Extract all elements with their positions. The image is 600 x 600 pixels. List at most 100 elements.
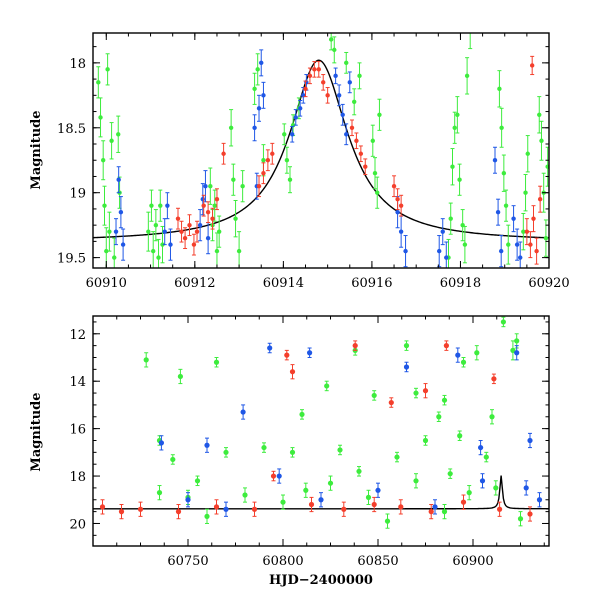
bottom-series-0-point <box>441 397 448 403</box>
top-series-0-point <box>146 229 151 234</box>
bottom-y-tick-label: 14 <box>69 375 86 390</box>
top-series-0-point <box>98 115 103 120</box>
top-series-0-point <box>116 132 121 137</box>
top-series-1-point <box>293 115 298 120</box>
bottom-series-1-point <box>318 497 324 503</box>
bottom-series-2-point <box>371 501 377 508</box>
top-series-1-point <box>340 112 345 117</box>
top-series-2-point <box>531 216 536 221</box>
bottom-series-1-point <box>523 485 529 491</box>
bottom-series-0-point <box>280 499 286 505</box>
top-series-2-point <box>534 248 539 254</box>
bottom-series-0-point <box>223 449 229 455</box>
bottom-series-0-point <box>156 490 163 496</box>
top-series-1-point <box>120 242 126 247</box>
top-series-2-point <box>265 158 271 163</box>
top-series-0-point <box>160 242 165 247</box>
bottom-series-0-point <box>474 350 480 356</box>
bottom-series-0-point <box>261 444 267 451</box>
top-series-1-point <box>197 222 203 228</box>
bottom-series-0-point <box>466 490 472 496</box>
bottom-series-0-point <box>500 319 506 325</box>
top-series-0-point <box>158 203 163 208</box>
bottom-series-2-point <box>491 376 497 382</box>
bottom-series-0-point <box>143 357 149 363</box>
top-series-2-point <box>358 151 364 156</box>
top-series-2-point <box>261 171 266 176</box>
top-series-0-point <box>332 47 337 53</box>
bottom-x-tick-label: 60750 <box>167 554 208 569</box>
top-series-2-point <box>210 216 215 221</box>
top-series-0-point <box>521 229 526 234</box>
top-series-0-point <box>501 171 507 176</box>
top-series-0-point <box>109 138 114 143</box>
top-y-tick-label: 19 <box>69 187 86 202</box>
top-series-0-point <box>252 86 257 92</box>
bottom-series-0-point <box>413 478 419 484</box>
top-series-0-point <box>545 164 549 169</box>
bottom-series-2-point <box>460 499 467 505</box>
top-series-0-point <box>104 248 109 254</box>
top-series-2-point <box>256 184 262 189</box>
bottom-series-2-point <box>527 511 533 517</box>
top-series-0-point <box>236 248 242 254</box>
top-x-tick-label: 60912 <box>174 276 215 291</box>
top-x-tick-label: 60910 <box>86 276 127 291</box>
top-series-2-point <box>201 203 206 208</box>
top-y-tick-label: 18 <box>69 57 86 72</box>
bottom-series-0-point <box>204 513 210 519</box>
top-series-0-point <box>506 242 511 247</box>
bottom-series-0-point <box>384 518 391 524</box>
top-series-1-point <box>492 158 498 163</box>
top-series-1-point <box>116 177 121 182</box>
top-series-1-point <box>403 248 408 254</box>
bottom-y-axis-title: Magnitude <box>29 392 44 471</box>
bottom-series-1-point <box>223 506 229 512</box>
top-series-1-point <box>118 209 124 215</box>
bottom-series-2-point <box>388 399 394 406</box>
top-model-curve <box>93 59 549 239</box>
bottom-series-2-point <box>251 506 258 512</box>
bottom-x-tick-label: 60900 <box>452 554 493 569</box>
top-series-2-point <box>221 151 226 156</box>
top-series-2-point <box>528 242 533 247</box>
top-series-1-point <box>113 229 119 234</box>
bottom-series-0-point <box>510 347 516 353</box>
top-series-0-point <box>100 158 106 163</box>
top-series-0-point <box>212 203 217 208</box>
bottom-series-0-point <box>327 480 334 486</box>
top-series-2-point <box>194 229 200 234</box>
bottom-series-1-point <box>478 444 484 451</box>
top-series-2-point <box>191 242 197 247</box>
top-series-1-point <box>165 203 170 208</box>
bottom-series-2-point <box>213 504 220 510</box>
top-series-0-point <box>149 203 154 208</box>
top-series-0-point <box>233 216 238 221</box>
bottom-panel: 60750 60800 60850 60900 12 14 16 18 20 Magnitude… <box>29 315 550 588</box>
top-series-0-point <box>216 229 222 234</box>
top-series-0-point <box>214 248 220 254</box>
top-series-1-point <box>205 235 211 241</box>
bottom-series-2-point <box>398 504 404 510</box>
bottom-series-0-point <box>213 359 220 365</box>
bottom-series-2-point <box>443 343 449 349</box>
bottom-series-1-point <box>204 442 210 448</box>
bottom-series-0-point <box>403 343 410 349</box>
top-series-0-point <box>448 216 453 221</box>
top-x-tick-label: 60918 <box>440 276 481 291</box>
top-series-1-point <box>347 80 352 85</box>
bottom-series-1-point <box>403 364 410 370</box>
bottom-series-2-point <box>497 506 503 512</box>
top-series-2-point <box>187 222 192 228</box>
top-series-0-point <box>112 255 117 260</box>
bottom-series-0-point <box>170 456 176 463</box>
top-y-axis-title: Magnitude <box>29 110 44 189</box>
top-series-0-point <box>543 235 549 241</box>
bottom-series-0-point <box>493 485 499 491</box>
bottom-series-2-point <box>175 509 182 515</box>
top-series-0-point <box>102 203 107 208</box>
bottom-y-tick-label: 16 <box>69 423 86 438</box>
top-series-0-point <box>457 177 462 182</box>
bottom-series-0-point <box>489 414 495 420</box>
top-series-0-point <box>503 203 509 208</box>
